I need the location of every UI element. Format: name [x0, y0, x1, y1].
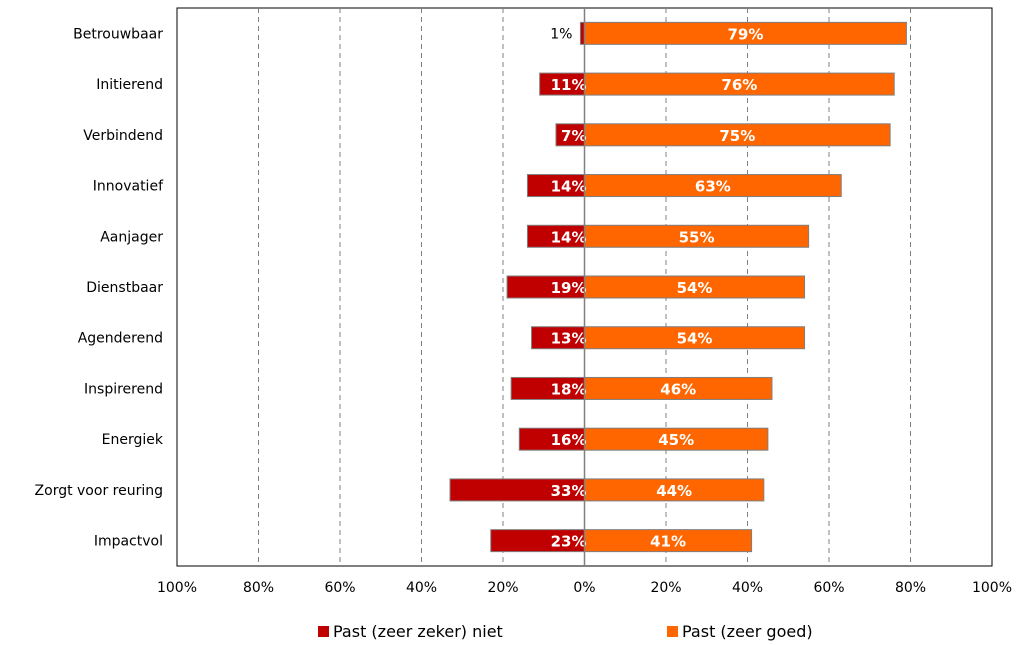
- data-label-pos: 54%: [677, 330, 713, 348]
- data-label-pos: 79%: [728, 25, 764, 43]
- data-label-pos: 45%: [658, 431, 694, 449]
- data-label-neg: 1%: [550, 26, 572, 42]
- data-label-neg: 19%: [551, 279, 587, 297]
- data-label-neg: 13%: [551, 330, 587, 348]
- x-tick-label: 80%: [243, 580, 274, 596]
- data-label-neg: 16%: [551, 431, 587, 449]
- legend-swatch-pos: [667, 626, 678, 637]
- category-label: Inspirerend: [84, 381, 163, 397]
- data-label-pos: 76%: [721, 76, 757, 94]
- data-label-neg: 11%: [551, 76, 587, 94]
- category-label: Agenderend: [78, 331, 163, 347]
- category-label: Verbindend: [83, 128, 163, 144]
- x-tick-label: 40%: [406, 580, 437, 596]
- data-label-neg: 14%: [551, 178, 587, 196]
- x-tick-label: 60%: [324, 580, 355, 596]
- data-label-neg: 18%: [551, 380, 587, 398]
- x-tick-label: 60%: [813, 580, 844, 596]
- data-label-neg: 14%: [551, 228, 587, 246]
- data-label-pos: 75%: [719, 127, 755, 145]
- chart: 100% 80% 60% 40% 20% 0% 20% 40% 60% 80% 100% Betrou…: [35, 7, 1012, 596]
- x-tick-label: 40%: [732, 580, 763, 596]
- data-label-neg: 33%: [551, 482, 587, 500]
- category-label: Initierend: [96, 77, 163, 93]
- category-label: Innovatief: [93, 179, 164, 195]
- category-label: Zorgt voor reuring: [35, 483, 163, 499]
- x-tick-label: 20%: [650, 580, 681, 596]
- data-label-pos: 44%: [656, 482, 692, 500]
- legend-swatch-neg: [318, 626, 329, 637]
- legend-label-pos: Past (zeer goed): [682, 622, 813, 641]
- legend-label-neg: Past (zeer zeker) niet: [333, 622, 503, 641]
- data-label-pos: 46%: [660, 380, 696, 398]
- data-label-pos: 55%: [679, 228, 715, 246]
- x-tick-label: 100%: [972, 580, 1012, 596]
- x-tick-label: 20%: [487, 580, 518, 596]
- category-label: Betrouwbaar: [73, 26, 163, 42]
- data-label-neg: 23%: [551, 533, 587, 551]
- category-label: Aanjager: [100, 229, 163, 245]
- x-tick-label: 80%: [895, 580, 926, 596]
- category-label: Energiek: [102, 432, 164, 448]
- x-tick-label: 0%: [573, 580, 595, 596]
- data-label-neg: 7%: [561, 127, 586, 145]
- data-label-pos: 63%: [695, 178, 731, 196]
- data-label-pos: 41%: [650, 533, 686, 551]
- category-label: Dienstbaar: [86, 280, 163, 296]
- legend-item-neg: Past (zeer zeker) niet: [318, 622, 503, 641]
- data-label-pos: 54%: [677, 279, 713, 297]
- category-label: Impactvol: [94, 534, 163, 550]
- x-tick-label: 100%: [157, 580, 197, 596]
- legend-item-pos: Past (zeer goed): [667, 622, 813, 641]
